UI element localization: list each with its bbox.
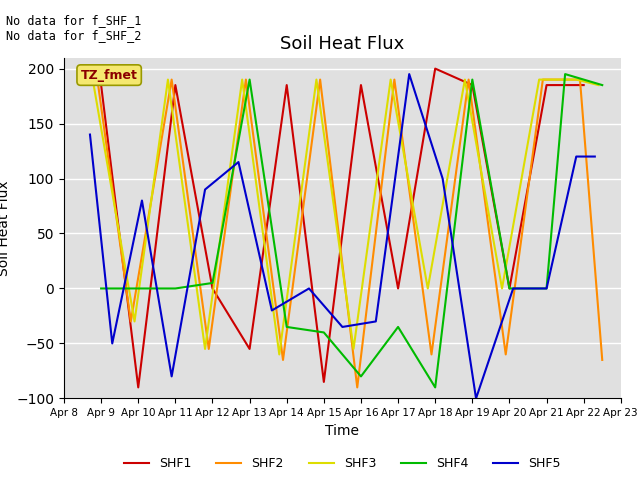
- SHF4: [580, 77, 588, 83]
- SHF2: [390, 77, 398, 83]
- SHF5: [439, 176, 447, 181]
- SHF5: [86, 132, 94, 137]
- SHF3: [238, 77, 246, 83]
- SHF4: [283, 324, 291, 330]
- SHF1: [543, 82, 550, 88]
- SHF1: [468, 82, 476, 88]
- SHF3: [572, 77, 580, 83]
- SHF3: [461, 77, 468, 83]
- SHF3: [164, 77, 172, 83]
- SHF5: [509, 286, 517, 291]
- SHF2: [168, 77, 175, 83]
- X-axis label: Time: Time: [325, 424, 360, 438]
- Text: No data for f_SHF_1
No data for f_SHF_2: No data for f_SHF_1 No data for f_SHF_2: [6, 14, 142, 42]
- SHF4: [598, 82, 606, 88]
- SHF4: [394, 324, 402, 330]
- SHF3: [275, 351, 283, 357]
- SHF3: [424, 286, 431, 291]
- SHF2: [428, 351, 435, 357]
- SHF2: [279, 357, 287, 363]
- SHF1: [394, 286, 402, 291]
- SHF2: [598, 357, 606, 363]
- SHF5: [472, 396, 480, 401]
- SHF4: [431, 384, 439, 390]
- SHF2: [93, 77, 101, 83]
- SHF1: [283, 82, 291, 88]
- SHF5: [305, 286, 313, 291]
- SHF2: [316, 77, 324, 83]
- SHF5: [168, 373, 175, 379]
- SHF2: [539, 77, 547, 83]
- SHF4: [97, 286, 105, 291]
- SHF4: [468, 77, 476, 83]
- Line: SHF5: SHF5: [90, 74, 595, 398]
- SHF4: [506, 286, 513, 291]
- Text: TZ_fmet: TZ_fmet: [81, 69, 138, 82]
- SHF5: [572, 154, 580, 159]
- SHF3: [387, 77, 394, 83]
- SHF5: [108, 340, 116, 346]
- SHF3: [201, 346, 209, 352]
- SHF3: [312, 77, 320, 83]
- SHF1: [357, 82, 365, 88]
- Title: Soil Heat Flux: Soil Heat Flux: [280, 35, 404, 53]
- SHF1: [580, 82, 588, 88]
- SHF5: [339, 324, 346, 330]
- Line: SHF3: SHF3: [93, 80, 598, 354]
- SHF2: [205, 346, 212, 352]
- Y-axis label: Soil Heat Flux: Soil Heat Flux: [0, 180, 11, 276]
- SHF2: [576, 77, 584, 83]
- SHF1: [209, 286, 216, 291]
- Line: SHF2: SHF2: [97, 80, 602, 387]
- SHF2: [127, 319, 134, 324]
- SHF4: [172, 286, 179, 291]
- SHF3: [595, 82, 602, 88]
- SHF5: [138, 198, 146, 204]
- Line: SHF4: SHF4: [101, 74, 602, 387]
- SHF5: [268, 308, 276, 313]
- SHF2: [502, 351, 509, 357]
- SHF3: [90, 82, 97, 88]
- SHF1: [172, 82, 179, 88]
- SHF4: [561, 71, 569, 77]
- SHF1: [246, 346, 253, 352]
- SHF2: [465, 77, 472, 83]
- SHF1: [506, 286, 513, 291]
- SHF1: [97, 82, 105, 88]
- SHF5: [235, 159, 243, 165]
- SHF5: [372, 319, 380, 324]
- SHF3: [535, 77, 543, 83]
- SHF4: [543, 286, 550, 291]
- SHF5: [591, 154, 598, 159]
- SHF4: [320, 330, 328, 336]
- SHF1: [134, 384, 142, 390]
- SHF1: [431, 66, 439, 72]
- SHF4: [134, 286, 142, 291]
- SHF4: [246, 77, 253, 83]
- SHF2: [353, 384, 361, 390]
- SHF3: [349, 346, 357, 352]
- SHF5: [405, 71, 413, 77]
- Legend: SHF1, SHF2, SHF3, SHF4, SHF5: SHF1, SHF2, SHF3, SHF4, SHF5: [119, 452, 566, 475]
- Line: SHF1: SHF1: [101, 69, 584, 387]
- SHF5: [543, 286, 550, 291]
- SHF1: [320, 379, 328, 385]
- SHF4: [357, 373, 365, 379]
- SHF3: [498, 286, 506, 291]
- SHF2: [242, 77, 250, 83]
- SHF3: [131, 319, 138, 324]
- SHF5: [201, 187, 209, 192]
- SHF4: [209, 280, 216, 286]
